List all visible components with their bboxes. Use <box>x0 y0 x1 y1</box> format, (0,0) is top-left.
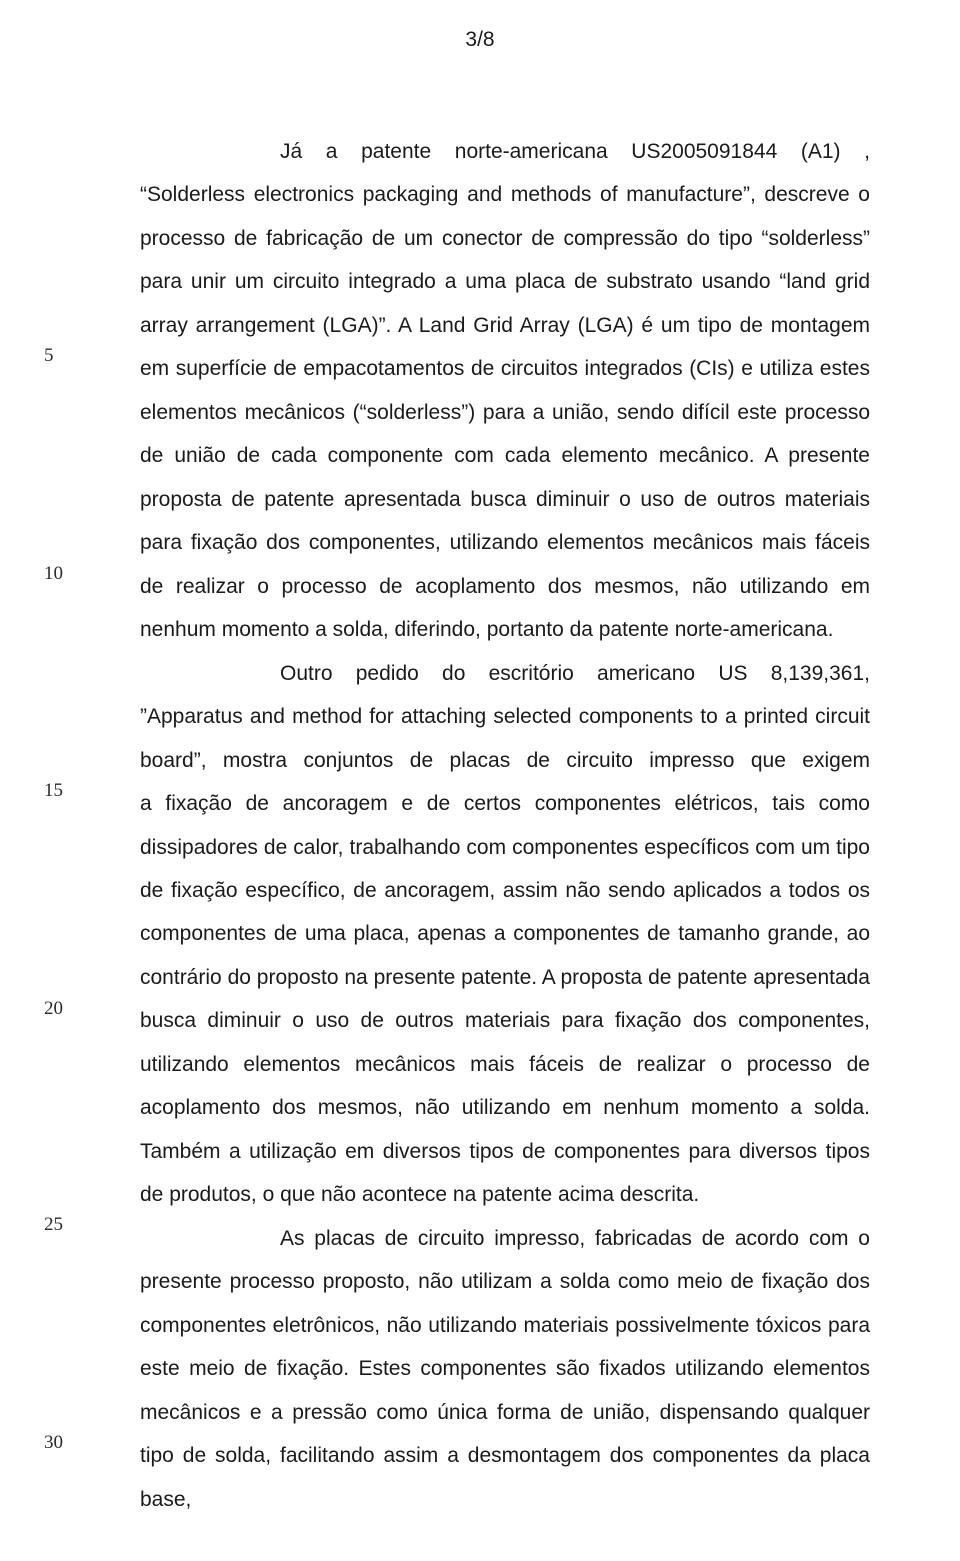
paragraph-2: Outro pedido do escritório americano US … <box>140 652 870 1217</box>
line-number-5: 5 <box>44 345 54 367</box>
document-page: 3/8 5 10 15 20 25 30 Já a patente norte-… <box>0 0 960 1561</box>
paragraph-3: As placas de circuito impresso, fabricad… <box>140 1217 870 1521</box>
body-text: Já a patente norte-americana US200509184… <box>140 130 870 1521</box>
line-number-20: 20 <box>44 998 63 1020</box>
line-number-10: 10 <box>44 563 63 585</box>
line-number-25: 25 <box>44 1214 63 1236</box>
line-number-30: 30 <box>44 1432 63 1454</box>
line-number-15: 15 <box>44 780 63 802</box>
paragraph-1: Já a patente norte-americana US200509184… <box>140 130 870 652</box>
page-number: 3/8 <box>0 28 960 52</box>
